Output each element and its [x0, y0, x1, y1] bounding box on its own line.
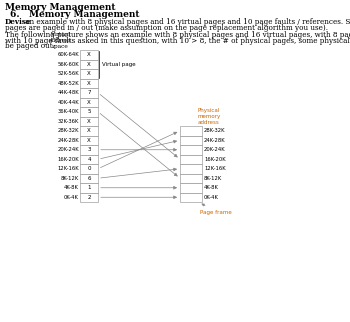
- Bar: [180, 193, 202, 202]
- Text: 2: 2: [87, 195, 91, 200]
- Text: X: X: [87, 138, 91, 143]
- Bar: [80, 126, 98, 136]
- Bar: [180, 145, 202, 155]
- Bar: [180, 155, 202, 164]
- Text: The following picture shows an example with 8 physical pages and 16 virtual page: The following picture shows an example w…: [5, 31, 350, 39]
- Text: Page frame: Page frame: [200, 204, 232, 215]
- Text: 12K-16K: 12K-16K: [57, 166, 79, 171]
- Text: 24K-28K: 24K-28K: [57, 138, 79, 143]
- Text: 6.   Memory Management: 6. Memory Management: [10, 10, 140, 19]
- Bar: [80, 174, 98, 183]
- Text: Physical
memory
address: Physical memory address: [197, 109, 220, 125]
- Text: 16K-20K: 16K-20K: [204, 157, 226, 162]
- Text: 40K-44K: 40K-44K: [57, 100, 79, 105]
- Bar: [180, 174, 202, 183]
- Bar: [80, 88, 98, 98]
- Bar: [180, 164, 202, 174]
- Bar: [80, 79, 98, 88]
- Bar: [80, 117, 98, 126]
- Text: 3: 3: [87, 147, 91, 152]
- Text: 1: 1: [87, 185, 91, 190]
- Text: 28K-32K: 28K-32K: [57, 128, 79, 133]
- Bar: [80, 183, 98, 193]
- Text: 52K-56K: 52K-56K: [57, 71, 79, 76]
- Text: X: X: [87, 52, 91, 57]
- Bar: [180, 136, 202, 145]
- Text: 4K-8K: 4K-8K: [64, 185, 79, 190]
- Text: 12K-16K: 12K-16K: [204, 166, 226, 171]
- Bar: [80, 193, 98, 202]
- Text: 0K-4K: 0K-4K: [204, 195, 219, 200]
- Text: 44K-48K: 44K-48K: [57, 90, 79, 95]
- Bar: [80, 155, 98, 164]
- Bar: [80, 60, 98, 69]
- Text: an example with 8 physical pages and 16 virtual pages and 10 page faults / refer: an example with 8 physical pages and 16 …: [23, 18, 350, 26]
- Text: 32K-36K: 32K-36K: [58, 119, 79, 124]
- Text: 4K-8K: 4K-8K: [204, 185, 219, 190]
- Text: 48K-52K: 48K-52K: [57, 81, 79, 86]
- Text: Devise: Devise: [5, 18, 32, 26]
- Text: 20K-24K: 20K-24K: [204, 147, 226, 152]
- Text: X: X: [87, 62, 91, 67]
- Text: 8K-12K: 8K-12K: [61, 176, 79, 181]
- Text: 7: 7: [87, 90, 91, 95]
- Text: X: X: [87, 100, 91, 105]
- Bar: [80, 69, 98, 79]
- Text: 56K-60K: 56K-60K: [57, 62, 79, 67]
- Text: Virtual page: Virtual page: [102, 62, 136, 67]
- Text: 20K-24K: 20K-24K: [57, 147, 79, 152]
- Text: X: X: [87, 119, 91, 124]
- Bar: [80, 107, 98, 117]
- Text: with 10 page faults asked in this question, with 10 > 8, the # of physical pages: with 10 page faults asked in this questi…: [5, 36, 350, 44]
- Bar: [80, 50, 98, 60]
- Bar: [180, 183, 202, 193]
- Text: 8K-12K: 8K-12K: [204, 176, 222, 181]
- Text: X: X: [87, 128, 91, 133]
- Bar: [80, 98, 98, 107]
- Text: pages are paged in / out (make assumption on the page replacement algorithm you : pages are paged in / out (make assumptio…: [5, 24, 328, 32]
- Text: 28K-32K: 28K-32K: [204, 128, 225, 133]
- Bar: [80, 164, 98, 174]
- Text: 6: 6: [87, 176, 91, 181]
- Text: 60K-64K: 60K-64K: [57, 52, 79, 57]
- Text: 36K-40K: 36K-40K: [57, 109, 79, 114]
- Bar: [80, 136, 98, 145]
- Text: be paged out.: be paged out.: [5, 42, 55, 50]
- Text: Virtual
address
space: Virtual address space: [49, 33, 71, 49]
- Bar: [180, 126, 202, 136]
- Text: 24K-28K: 24K-28K: [204, 138, 226, 143]
- Text: 0: 0: [87, 166, 91, 171]
- Text: 0K-4K: 0K-4K: [64, 195, 79, 200]
- Text: Memory Management: Memory Management: [5, 3, 116, 12]
- Text: X: X: [87, 81, 91, 86]
- Text: X: X: [87, 71, 91, 76]
- Text: 4: 4: [87, 157, 91, 162]
- Text: 5: 5: [87, 109, 91, 114]
- Text: 16K-20K: 16K-20K: [57, 157, 79, 162]
- Bar: [80, 145, 98, 155]
